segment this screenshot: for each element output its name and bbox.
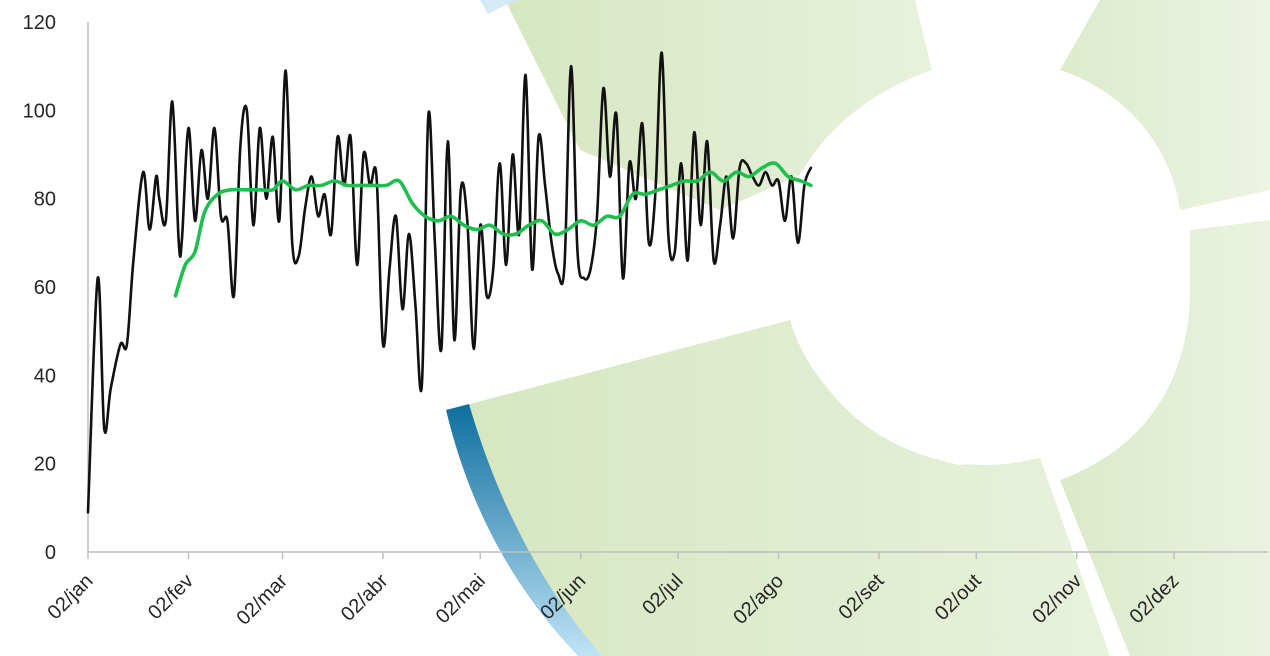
x-tick-label: 02/abr <box>337 570 393 626</box>
y-tick-label: 0 <box>45 542 56 564</box>
y-axis-ticks: 0 20 40 60 80 100 120 <box>23 12 56 564</box>
y-tick-label: 60 <box>34 277 56 299</box>
y-tick-label: 20 <box>34 454 56 476</box>
y-tick-label: 100 <box>23 100 56 122</box>
x-tick-label: 02/jul <box>638 570 687 619</box>
x-tick-label: 02/dez <box>1125 570 1183 628</box>
x-tick-label: 02/set <box>834 570 888 624</box>
average-series-line <box>173 161 813 298</box>
x-tick-label: 02/mar <box>232 570 292 630</box>
decor-blue-ring <box>446 404 602 656</box>
y-tick-label: 40 <box>34 365 56 387</box>
x-tick-label: 02/nov <box>1028 570 1086 628</box>
x-axis-ticks: 02/jan 02/fev 02/mar 02/abr 02/mai 02/jun 02/j… <box>43 552 1184 630</box>
decor-blue-ring-top <box>480 0 520 14</box>
x-tick-label: 02/fev <box>144 570 198 624</box>
y-tick-label: 120 <box>23 12 56 34</box>
x-tick-label: 02/out <box>931 570 986 625</box>
y-tick-label: 80 <box>34 189 56 211</box>
x-tick-label: 02/ago <box>729 570 788 629</box>
decor-green-arc-bottomright <box>1060 220 1270 656</box>
decor-white-circle <box>785 65 1185 465</box>
series-layer <box>86 51 813 514</box>
decor-green-arc-topright <box>1060 0 1270 210</box>
x-tick-label: 02/jun <box>536 570 590 624</box>
x-tick-label: 02/jan <box>43 570 97 624</box>
decor-green-arc-bottom <box>466 320 1110 656</box>
daily-series-line <box>86 51 813 514</box>
x-tick-label: 02/mai <box>432 570 490 628</box>
